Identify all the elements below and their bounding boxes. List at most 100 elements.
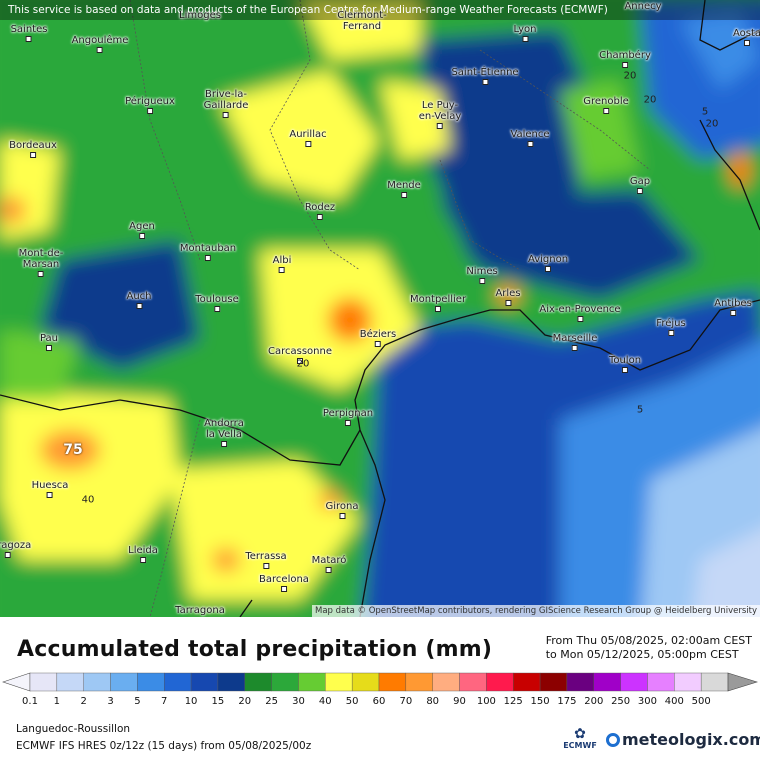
city-name: Carcassonne: [268, 346, 332, 357]
city-marker-icon: [139, 233, 145, 239]
city-name: Béziers: [359, 329, 397, 340]
date-to: to Mon 05/12/2025, 05:00pm CEST: [545, 648, 739, 661]
city-name: Toulon: [608, 355, 642, 366]
city-marker-icon: [434, 306, 441, 312]
colorbar-tick-label: 300: [637, 696, 657, 707]
colorbar-tick-label: 0.1: [22, 696, 38, 707]
ecmwf-logo-icon: ✿: [574, 726, 586, 742]
city-name: Toulouse: [195, 294, 239, 305]
colorbar-step: [539, 672, 568, 692]
city-marker-icon: [139, 557, 146, 563]
colorbar-step: [56, 672, 84, 692]
city-label: Terrassa: [245, 551, 287, 569]
city-name: Arles: [495, 288, 521, 299]
colorbar-tick-label: 25: [265, 696, 278, 707]
city-name: Girona: [325, 501, 359, 512]
city-name: Grenoble: [583, 96, 629, 107]
colorbar-step: [513, 672, 541, 692]
city-name: Saragoza: [0, 540, 32, 551]
colorbar-tick-label: 175: [557, 696, 577, 707]
city-name: Agen: [129, 221, 155, 232]
city-label: Lyon: [513, 24, 537, 42]
city-name: Montpellier: [409, 294, 467, 305]
legend-title: Accumulated total precipitation (mm): [17, 637, 493, 662]
colorbar-step: [432, 672, 460, 692]
meteologix-logo[interactable]: meteologix.com: [606, 730, 760, 749]
city-label: Saint-Étienne: [451, 67, 519, 85]
city-marker-icon: [214, 306, 220, 312]
city-name: Aix-en-Provence: [539, 304, 621, 315]
city-name: Terrassa: [245, 551, 287, 562]
city-name: Valence: [510, 129, 550, 140]
city-label: Annecy: [624, 1, 661, 12]
colorbar-step: [593, 672, 621, 692]
city-label: Marseille: [552, 333, 598, 351]
city-marker-icon: [5, 552, 11, 558]
contour-label: 20: [623, 70, 637, 82]
city-name: Fréjus: [656, 318, 686, 329]
colorbar-step: [351, 672, 380, 692]
city-label: Le Puy- en-Velay: [419, 100, 461, 129]
meteologix-icon: [606, 733, 620, 747]
city-label: Avignon: [528, 254, 568, 272]
city-label: Tarragona: [175, 605, 225, 617]
city-marker-icon: [30, 152, 36, 158]
colorbar-tick-label: 15: [211, 696, 225, 707]
city-name: Saint-Étienne: [451, 67, 519, 78]
city-marker-icon: [304, 141, 311, 147]
city-name: Avignon: [527, 254, 569, 265]
city-label: Mataró: [311, 555, 347, 573]
colorbar-step: [647, 672, 675, 692]
colorbar-tick-label: 5: [134, 696, 141, 707]
colorbar-tick-label: 30: [292, 696, 305, 707]
city-label: Fréjus: [656, 318, 686, 336]
city-label: Toulon: [609, 355, 641, 373]
colorbar-step: [29, 672, 58, 692]
city-label: Toulouse: [195, 294, 239, 312]
colorbar-tick-label: 200: [584, 696, 604, 707]
city-marker-icon: [522, 36, 528, 42]
city-marker-icon: [297, 358, 303, 364]
colorbar-step: [620, 672, 648, 692]
colorbar-tick-label: 70: [399, 696, 413, 707]
city-marker-icon: [345, 420, 351, 426]
meteologix-logo-text: meteologix.com: [622, 730, 760, 749]
colorbar-step: [110, 672, 138, 692]
city-label: Clermont- Ferrand: [337, 10, 387, 32]
date-from: From Thu 05/08/2025, 02:00am CEST: [545, 634, 752, 647]
city-name: Mataró: [311, 555, 347, 566]
colorbar-step: [566, 672, 594, 692]
city-marker-icon: [135, 303, 142, 309]
precipitation-map[interactable]: This service is based on data and produc…: [0, 0, 760, 617]
colorbar-tick-label: 20: [238, 696, 252, 707]
city-label: Huesca: [32, 480, 68, 498]
city-name: Gap: [629, 176, 651, 187]
city-name: Saintes: [10, 24, 48, 35]
city-name: Lyon: [513, 24, 537, 35]
city-name: Bordeaux: [9, 140, 57, 151]
ecmwf-logo[interactable]: ✿ ECMWF: [560, 727, 600, 757]
colorbar-tick-label: 80: [426, 696, 440, 707]
city-name: Antibes: [714, 298, 752, 309]
city-label: Arles: [495, 288, 521, 306]
city-marker-icon: [572, 345, 578, 351]
city-name: Marseille: [552, 333, 598, 344]
city-label: Lleida: [128, 545, 158, 563]
city-label: Périgueux: [125, 96, 175, 114]
city-marker-icon: [603, 108, 609, 114]
colorbar-tick-label: 400: [664, 696, 684, 707]
ecmwf-logo-text: ECMWF: [563, 741, 597, 750]
city-label: Mont-de- Marsan: [19, 248, 63, 277]
city-marker-icon: [479, 278, 485, 284]
city-name: Périgueux: [125, 96, 175, 107]
city-marker-icon: [338, 513, 345, 519]
city-label: Bordeaux: [9, 140, 57, 158]
city-name: Nimes: [466, 266, 498, 277]
city-label: Aurillac: [289, 129, 327, 147]
city-label: Brive-la- Gaillarde: [204, 89, 248, 118]
map-attribution[interactable]: Map data © OpenStreetMap contributors, r…: [312, 605, 760, 617]
contour-label: 5: [636, 404, 644, 416]
city-label: Andorra la Vella: [204, 418, 244, 447]
city-marker-icon: [437, 123, 443, 129]
city-marker-icon: [668, 330, 674, 336]
